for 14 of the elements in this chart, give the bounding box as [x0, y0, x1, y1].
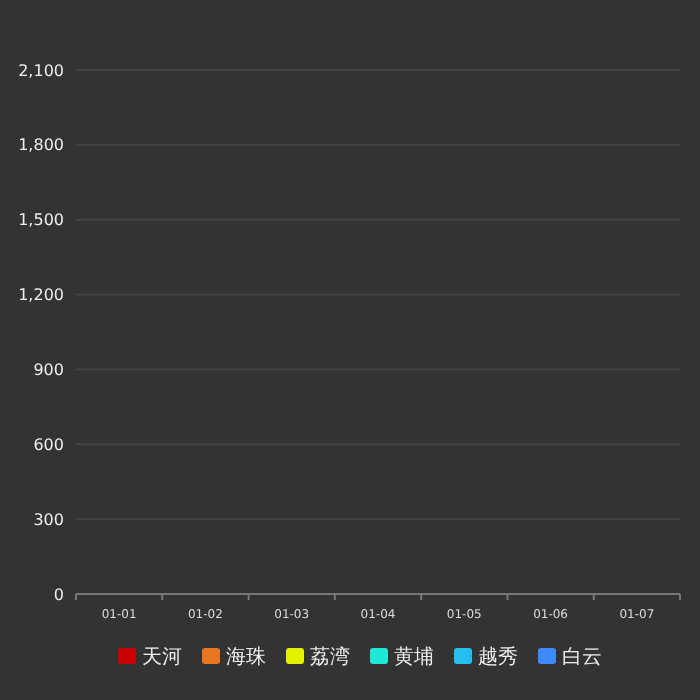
y-tick-label: 300 — [33, 510, 64, 529]
y-tick-label: 1,800 — [18, 136, 64, 155]
y-tick-label: 900 — [33, 361, 64, 380]
y-tick-label: 2,100 — [18, 61, 64, 80]
legend-label: 荔湾 — [310, 645, 350, 669]
legend-label: 黄埔 — [394, 645, 434, 669]
y-tick-label: 0 — [53, 585, 64, 604]
y-tick-label: 600 — [33, 435, 64, 454]
legend-label: 白云 — [562, 645, 602, 669]
legend-label: 天河 — [142, 645, 182, 669]
legend-label: 越秀 — [478, 645, 518, 669]
y-tick-label: 1,200 — [18, 286, 64, 305]
y-tick-label: 1,500 — [18, 211, 64, 230]
legend-label: 海珠 — [226, 645, 266, 669]
